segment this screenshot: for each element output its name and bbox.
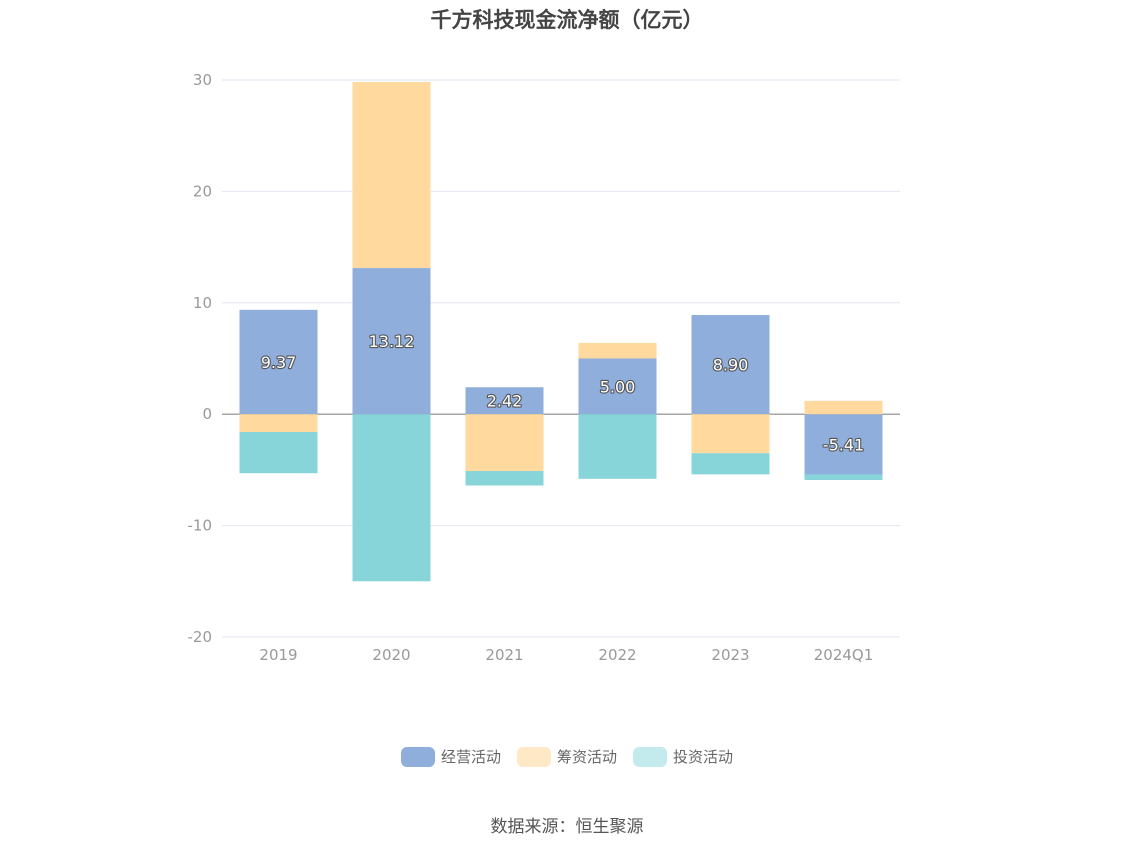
legend-item-investing[interactable]: 投资活动 [633,746,733,767]
bar-investing[interactable] [239,432,318,474]
y-tick-label: -20 [188,628,213,646]
x-tick-label: 2023 [711,646,749,664]
x-tick-label: 2022 [598,646,636,664]
bar-investing[interactable] [804,474,883,481]
bar-investing[interactable] [691,453,770,475]
y-tick-label: 10 [193,294,212,312]
source-note: 数据来源：恒生聚源 [490,817,644,837]
bar-financing[interactable] [465,414,544,472]
legend-swatch-operating [400,746,435,767]
bar-operating[interactable] [804,414,883,475]
bar-financing[interactable] [352,82,431,269]
legend-label-investing: 投资活动 [673,748,734,766]
data-label: 9.37 [261,353,297,372]
bar-financing[interactable] [691,414,770,454]
legend-swatch-investing [633,746,667,767]
legend-label-financing: 筹资活动 [556,748,617,766]
bar-operating[interactable] [578,358,657,415]
x-tick-label: 2021 [485,646,523,664]
y-tick-label: 30 [193,71,212,89]
legend: 经营活动 筹资活动 投资活动 [0,746,1134,767]
bar-financing[interactable] [804,400,883,415]
x-tick-label: 2024Q1 [814,646,874,664]
data-label: 5.00 [600,377,636,396]
bar-investing[interactable] [465,471,544,486]
bar-investing[interactable] [352,414,431,582]
bar-financing[interactable] [239,414,318,433]
bar-operating[interactable] [691,315,770,415]
x-tick-label: 2020 [372,646,410,664]
bar-investing[interactable] [578,414,657,479]
data-label: 2.42 [487,392,523,411]
legend-swatch-financing [516,746,551,767]
x-tick-label: 2019 [259,646,297,664]
bar-operating[interactable] [465,387,544,415]
legend-label-operating: 经营活动 [440,748,501,766]
legend-item-financing[interactable]: 筹资活动 [516,746,617,767]
bar-operating[interactable] [239,309,318,415]
data-label: 8.90 [713,356,749,375]
legend-item-operating[interactable]: 经营活动 [400,746,501,767]
data-label: -5.41 [823,435,864,454]
bar-operating[interactable] [352,268,431,415]
bar-financing[interactable] [578,342,657,359]
y-tick-label: -10 [188,517,213,535]
chart-title: 千方科技现金流净额（亿元） [430,8,704,32]
y-tick-label: 20 [193,182,212,200]
data-label: 13.12 [369,332,415,351]
y-tick-label: 0 [202,405,212,423]
